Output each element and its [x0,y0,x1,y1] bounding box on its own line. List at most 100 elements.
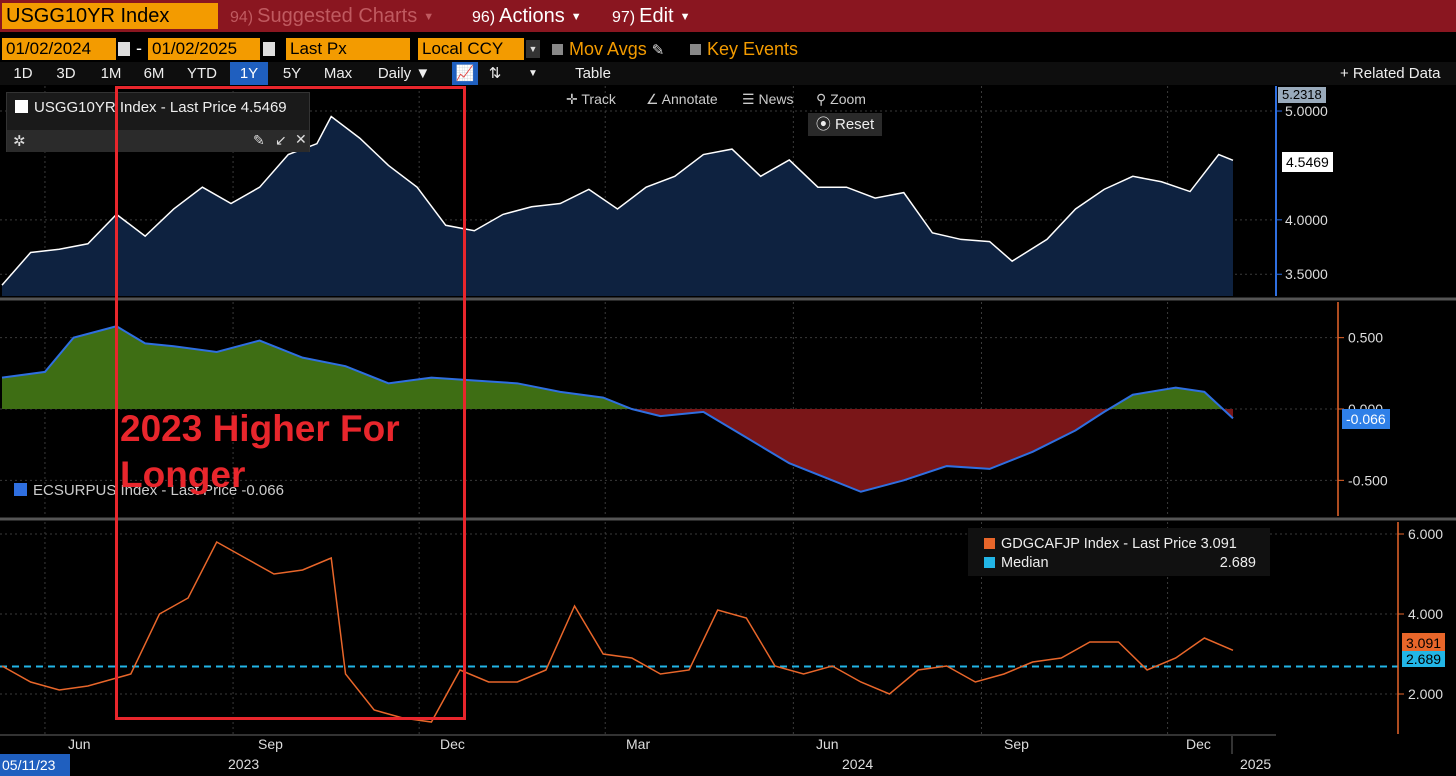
median-value: 2.689 [1219,555,1256,571]
yield-area [2,116,1233,296]
mov-avgs-toggle[interactable]: Mov Avgs ✎ [552,38,664,60]
month-label: Dec [1186,736,1211,752]
chevron-down-icon: ▼ [423,11,435,23]
median-label: Median [1001,555,1049,571]
year-label: 2025 [1240,756,1272,772]
y-tick-label: 0.500 [1348,330,1383,346]
checkbox-icon [552,44,563,55]
legend-row-series: GDGCAFJP Index - Last Price 3.091 [984,535,1237,553]
range-5y[interactable]: 5Y [282,65,302,82]
year-label: 2023 [228,756,260,772]
end-date-field[interactable]: 01/02/2025 [148,38,260,60]
key-events-label: Key Events [707,39,799,59]
panel1-legend: USGG10YR Index - Last Price 4.5469 ✲ ✎ ↙… [6,92,310,152]
month-label: Sep [1004,736,1029,752]
y-tick-label: 5.0000 [1285,103,1328,119]
edit-label: Edit [639,5,674,27]
collapse-icon[interactable]: ↙ [275,132,287,148]
year-label: 2024 [842,756,874,772]
surprise-negative-area [2,409,1233,492]
parameter-bar: 01/02/2024 - 01/02/2025 Last Px Local CC… [0,36,1456,62]
start-date-field[interactable]: 01/02/2024 [2,38,116,60]
close-icon[interactable]: ✕ [295,131,307,147]
month-label: Dec [440,736,465,752]
range-1m[interactable]: 1M [100,65,122,82]
y-tick-label: 2.000 [1408,686,1443,702]
pin-icon[interactable]: ✎ [253,132,265,148]
legend-swatch [15,100,28,113]
panel3-legend-text: GDGCAFJP Index - Last Price 3.091 [1001,536,1237,552]
chevron-down-icon[interactable]: ▼ [528,68,538,79]
key-events-toggle[interactable]: Key Events [690,38,798,60]
surprise-line [1,325,1234,493]
panel1-legend-text: USGG10YR Index - Last Price 4.5469 [34,99,287,116]
panel-yield: 5.0000 4.0000 3.5000 [0,86,1328,296]
yield-line [1,115,1234,286]
currency-selector[interactable]: Local CCY [418,38,524,60]
annotate-label: Annotate [661,91,718,107]
suggested-charts-num: 94) [230,9,254,26]
actions-num: 96) [472,9,496,26]
zoom-button[interactable]: ⚲ Zoom [816,88,866,110]
track-label: Track [581,91,616,107]
panel1-top-tag: 5.2318 [1278,87,1326,103]
y-tick-label: -0.500 [1348,472,1388,488]
y-tick-label: 4.0000 [1285,212,1328,228]
legend-swatch [984,538,995,549]
range-max[interactable]: Max [323,65,353,82]
reset-label: Reset [834,116,875,133]
suggested-charts-label: Suggested Charts [257,5,418,27]
annotation-box [115,86,466,720]
panel2-legend-text: ECSURPUS Index - Last Price -0.066 [33,482,284,499]
table-button[interactable]: Table [575,65,611,82]
range-3d[interactable]: 3D [56,65,76,82]
panel1-last-tag: 4.5469 [1282,152,1333,172]
edit-menu[interactable]: 97) Edit ▼ [612,3,690,29]
news-button[interactable]: ☰ News [742,88,793,110]
related-data-button[interactable]: + Related Data [1340,65,1441,82]
range-ytd[interactable]: YTD [187,65,217,82]
line-chart-icon[interactable]: 📈 [452,62,478,85]
month-label: Mar [626,736,651,752]
range-1d[interactable]: 1D [13,65,33,82]
actions-menu[interactable]: 96) Actions ▼ [472,3,582,29]
news-label: News [758,91,794,107]
panel1-legend-title: USGG10YR Index - Last Price 4.5469 [15,99,287,116]
annotate-button[interactable]: ∠ Annotate [646,88,718,110]
legend-row-median: Median 2.689 [984,554,1264,572]
surprise-positive-area [2,326,1233,409]
legend-toolbar: ✲ ✎ ↙ ✕ [7,130,309,152]
calendar-icon[interactable] [263,42,275,56]
reset-button[interactable]: ⦿ Reset [808,113,882,136]
legend-swatch [984,557,995,568]
gear-icon[interactable]: ✲ [13,133,26,150]
track-button[interactable]: ✛ Track [566,88,616,110]
month-label: Jun [816,736,839,752]
field-selector[interactable]: Last Px [286,38,410,60]
range-1y[interactable]: 1Y [230,62,268,85]
actions-label: Actions [499,5,565,27]
pencil-icon: ∠ [646,91,662,107]
pencil-icon[interactable]: ✎ [651,42,665,59]
range-6m[interactable]: 6M [143,65,165,82]
checkbox-icon [690,44,701,55]
panel2-legend: ECSURPUS Index - Last Price -0.066 [14,482,284,499]
crosshair-icon: ✛ [566,91,582,107]
ticker-field[interactable]: USGG10YR Index [2,3,218,29]
panel3-legend: GDGCAFJP Index - Last Price 3.091 Median… [968,528,1270,576]
magnifier-icon: ⚲ [816,91,831,107]
y-tick-label: 3.5000 [1285,266,1328,282]
calendar-icon[interactable] [118,42,130,56]
edit-num: 97) [612,9,636,26]
y-tick-label: 6.000 [1408,526,1443,542]
frequency-selector[interactable]: Daily ▼ [368,62,440,85]
gdgcafjp-line [1,540,1234,723]
suggested-charts-menu[interactable]: 94) Suggested Charts ▼ [230,3,434,29]
chevron-down-icon[interactable]: ▼ [526,40,540,58]
panel2-last-tag: -0.066 [1342,409,1390,429]
month-label: Sep [258,736,283,752]
bar-chart-icon[interactable]: ⇅ [488,65,502,82]
y-tick-label: 4.000 [1408,606,1443,622]
news-icon: ☰ [742,91,759,107]
